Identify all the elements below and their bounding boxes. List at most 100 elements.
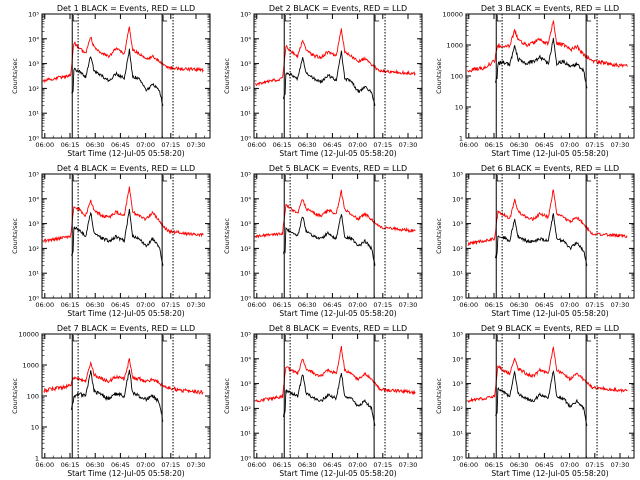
interval-bracket-mark — [284, 175, 290, 182]
y-tick-label: 10000 — [18, 331, 39, 339]
x-tick-label: 06:00 — [459, 461, 478, 469]
x-tick-label: 06:15 — [273, 301, 292, 309]
x-tick-label: 06:45 — [111, 301, 130, 309]
x-tick-label: 06:30 — [510, 141, 529, 149]
interval-bracket-mark — [586, 175, 592, 182]
plot-frame — [41, 13, 211, 139]
y-tick-label: 10⁴ — [240, 355, 251, 363]
plot-frame — [465, 173, 635, 299]
panel-title: Det 6 BLACK = Events, RED = LLD — [481, 164, 619, 173]
panel-det-6: Det 6 BLACK = Events, RED = LLD 10⁰ 10¹ 10²… — [435, 164, 635, 318]
y-axis-label: Counts/sec — [435, 218, 443, 254]
x-tick-label: 07:00 — [348, 301, 367, 309]
x-tick-label: 06:30 — [298, 461, 317, 469]
x-axis-label: Start Time (12-Jul-05 05:58:20) — [491, 309, 608, 318]
y-tick-label: 10¹ — [28, 110, 39, 118]
interval-bracket-mark — [374, 15, 380, 22]
y-tick-label: 10⁴ — [452, 195, 463, 203]
events-series-line — [282, 214, 376, 266]
y-tick-label: 10³ — [240, 220, 251, 228]
y-tick-label: 10² — [28, 85, 39, 93]
y-tick-label: 10⁴ — [28, 195, 39, 203]
lld-series-line — [43, 26, 204, 84]
lld-series-line — [43, 186, 204, 244]
y-tick-label: 10⁵ — [452, 171, 463, 179]
x-tick-label: 06:30 — [86, 141, 105, 149]
y-tick-label: 10⁴ — [240, 195, 251, 203]
y-tick-label: 100 — [27, 393, 39, 401]
lld-series-line — [255, 28, 416, 87]
interval-bracket-mark — [496, 15, 502, 22]
x-tick-label: 06:30 — [86, 461, 105, 469]
x-tick-label: 07:00 — [348, 461, 367, 469]
x-tick-label: 06:00 — [459, 141, 478, 149]
x-tick-label: 07:30 — [187, 461, 206, 469]
panel-det-4: Det 4 BLACK = Events, RED = LLD 10⁰ 10¹ 10²… — [11, 164, 211, 318]
interval-bracket-mark — [374, 335, 380, 342]
interval-bracket-mark — [586, 15, 592, 22]
x-tick-label: 07:15 — [373, 301, 392, 309]
interval-bracket-mark — [586, 335, 592, 342]
y-tick-label: 10³ — [452, 380, 463, 388]
interval-bracket-mark — [72, 335, 78, 342]
panel-det-9: Det 9 BLACK = Events, RED = LLD 10⁰ 10¹ 10²… — [435, 324, 635, 478]
y-tick-label: 10³ — [28, 60, 39, 68]
y-tick-label: 10⁴ — [28, 35, 39, 43]
interval-bracket-mark — [284, 15, 290, 22]
interval-bracket-mark — [72, 175, 78, 182]
x-axis-label: Start Time (12-Jul-05 05:58:20) — [491, 149, 608, 158]
x-tick-label: 06:45 — [111, 461, 130, 469]
y-axis-label: Counts/sec — [11, 218, 19, 254]
x-tick-label: 06:15 — [61, 141, 80, 149]
lld-series-line — [255, 189, 416, 239]
lld-series-line — [43, 358, 204, 396]
x-tick-label: 06:00 — [247, 301, 266, 309]
y-tick-label: 10² — [240, 85, 251, 93]
y-tick-label: 10¹ — [28, 270, 39, 278]
x-tick-label: 07:00 — [560, 461, 579, 469]
panel-title: Det 3 BLACK = Events, RED = LLD — [481, 4, 619, 13]
y-tick-label: 10⁰ — [28, 135, 39, 143]
events-series-line — [71, 208, 164, 266]
events-series-line — [282, 373, 376, 426]
panel-title: Det 2 BLACK = Events, RED = LLD — [269, 4, 407, 13]
x-tick-label: 06:00 — [247, 141, 266, 149]
interval-bracket-mark — [374, 175, 380, 182]
y-tick-label: 10⁵ — [452, 331, 463, 339]
y-tick-label: 10³ — [240, 60, 251, 68]
y-axis-label: Counts/sec — [435, 378, 443, 414]
y-tick-label: 10⁰ — [240, 135, 251, 143]
y-axis-label: Counts/sec — [223, 58, 231, 94]
x-tick-label: 07:00 — [560, 301, 579, 309]
y-tick-label: 10⁵ — [240, 11, 251, 19]
x-tick-label: 07:00 — [136, 141, 155, 149]
x-tick-label: 07:00 — [348, 141, 367, 149]
x-tick-label: 06:45 — [535, 301, 554, 309]
panel-title: Det 1 BLACK = Events, RED = LLD — [57, 4, 195, 13]
x-axis-label: Start Time (12-Jul-05 05:58:20) — [67, 309, 184, 318]
x-tick-label: 07:15 — [373, 141, 392, 149]
interval-bracket-mark — [162, 335, 168, 342]
y-tick-label: 1000 — [446, 42, 463, 50]
interval-bracket-mark — [162, 175, 168, 182]
x-tick-label: 06:45 — [323, 461, 342, 469]
x-tick-label: 07:00 — [560, 141, 579, 149]
y-axis-label: Counts/sec — [223, 218, 231, 254]
y-axis-label: Counts/sec — [11, 58, 19, 94]
x-tick-label: 06:15 — [485, 461, 504, 469]
y-tick-label: 10⁰ — [28, 295, 39, 303]
y-tick-label: 10⁰ — [240, 295, 251, 303]
x-axis-label: Start Time (12-Jul-05 05:58:20) — [67, 149, 184, 158]
x-tick-label: 07:15 — [585, 301, 604, 309]
x-tick-label: 07:30 — [187, 301, 206, 309]
y-axis-label: Counts/sec — [223, 378, 231, 414]
y-tick-label: 10⁰ — [452, 455, 463, 463]
y-tick-label: 10² — [452, 245, 463, 253]
y-tick-label: 10000 — [442, 11, 463, 19]
y-tick-label: 10⁵ — [240, 171, 251, 179]
x-tick-label: 06:00 — [247, 461, 266, 469]
panel-title: Det 4 BLACK = Events, RED = LLD — [57, 164, 195, 173]
x-tick-label: 06:45 — [535, 461, 554, 469]
lld-series-line — [255, 345, 416, 403]
x-tick-label: 07:30 — [399, 301, 418, 309]
